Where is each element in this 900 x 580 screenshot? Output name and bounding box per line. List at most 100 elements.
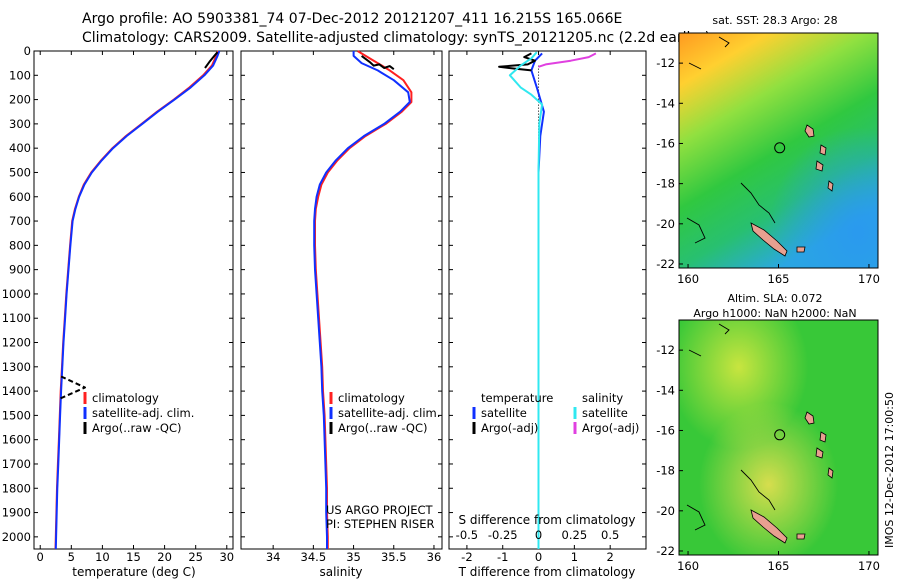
map-lat-label: -20	[656, 504, 675, 518]
temperature-legend: climatology satellite-adj. clim. Argo(..…	[83, 391, 194, 435]
s-difference-tick-label: 0.5	[601, 528, 619, 542]
temperature-lines	[54, 50, 221, 550]
s-difference-ticks: -0.5 -0.25 0 0.25 0.5	[456, 528, 620, 542]
depth-tick-label: 1600	[2, 433, 31, 447]
float-position-marker	[774, 142, 786, 154]
temperature-axes	[33, 50, 234, 550]
salinity-xlabel: salinity	[319, 565, 362, 579]
depth-tick-label: 1900	[2, 506, 31, 520]
difference-legend: temperature satellite Argo(-adj) salinit…	[472, 391, 639, 435]
temperature-xlabel: temperature (deg C)	[72, 565, 195, 579]
legend-label-climatology: climatology	[338, 391, 405, 405]
legend-header-temperature: temperature	[481, 391, 553, 405]
loyalty-island	[796, 533, 806, 540]
difference-xtick-label: 1	[571, 550, 578, 564]
depth-tick-label: 700	[9, 214, 31, 228]
footer-timestamp: IMOS 12-Dec-2012 17:00:50	[883, 392, 896, 548]
salinity-series-satellite-adj-clim	[313, 51, 411, 549]
temperature-series-argo-raw-qc	[204, 51, 219, 69]
legend-label-climatology: climatology	[92, 391, 159, 405]
map-lon-label: 160	[677, 559, 699, 573]
difference-xtick-label: 0	[535, 550, 542, 564]
salinity-ticks: 34 34.5 35 35.5 36	[241, 50, 442, 564]
salinity-xtick-label: 36	[427, 550, 442, 564]
vanuatu-island	[827, 467, 834, 479]
salinity-series-argo-raw-qc	[361, 55, 395, 70]
difference-xtick-label: -1	[497, 550, 508, 564]
vanuatu-island	[804, 411, 815, 425]
map-lat-label: -16	[656, 136, 675, 150]
project-annotation: US ARGO PROJECT	[326, 503, 434, 517]
vanuatu-island	[815, 160, 824, 172]
reef-outline	[740, 182, 776, 224]
difference-series-temperature-argo-adj	[498, 52, 536, 72]
header-line-2: Climatology: CARS2009. Satellite-adjuste…	[82, 30, 710, 46]
vanuatu-island	[827, 180, 834, 192]
reef-outline	[686, 504, 706, 531]
map-lat-label: -14	[656, 383, 675, 397]
coastline	[686, 323, 776, 531]
land-polygons	[750, 124, 834, 257]
reef-outline	[718, 323, 730, 335]
reef-outline	[688, 349, 702, 357]
salinity-panel: 34 34.5 35 35.5 36 climatology satellite-adj…	[240, 50, 443, 579]
temperature-series-satellite-adj-clim	[54, 50, 221, 550]
map-lon-label: 165	[768, 559, 790, 573]
depth-tick-label: 1200	[2, 336, 31, 350]
legend-label-satellite: satellite-adj. clim.	[92, 406, 194, 420]
depth-tick-label: 1700	[2, 457, 31, 471]
depth-tick-label: 1500	[2, 408, 31, 422]
sla-field	[679, 320, 878, 555]
legend-label-sal-satellite: satellite	[582, 406, 628, 420]
salinity-xtick-label: 34.5	[301, 550, 327, 564]
s-difference-label: S difference from climatology	[459, 513, 636, 527]
map-lon-label: 160	[677, 272, 699, 286]
depth-tick-label: 300	[9, 117, 31, 131]
map-lon-label: 170	[858, 272, 880, 286]
temperature-panel: 0100200300400500600700800900100011001200…	[2, 44, 234, 579]
sla-map: Altim. SLA: 0.072 Argo h1000: NaN h2000:…	[656, 292, 880, 573]
sst-map-ticks: 160 165 170 -12 -14 -16 -18 -20 -22	[656, 56, 880, 286]
vanuatu-island	[815, 447, 824, 459]
coastline	[686, 36, 776, 244]
temperature-xtick-label: 20	[157, 550, 172, 564]
loyalty-island	[796, 246, 806, 253]
map-lat-label: -18	[656, 177, 675, 191]
difference-xtick-label: 2	[607, 550, 614, 564]
s-difference-tick-label: 0	[535, 528, 542, 542]
difference-series-salinity-satellite	[508, 51, 544, 549]
difference-panel: -2 -1 0 1 2 temperature satellite Argo(-adj)…	[448, 50, 647, 579]
sla-map-title-1: Altim. SLA: 0.072	[727, 292, 822, 305]
salinity-lines	[313, 50, 413, 549]
vanuatu-island	[819, 144, 827, 156]
land-polygons	[750, 411, 834, 544]
difference-ticks: -2 -1 0 1 2	[449, 50, 646, 564]
depth-tick-label: 100	[9, 68, 31, 82]
reef-outline	[686, 217, 706, 244]
map-lat-label: -22	[656, 544, 675, 558]
depth-tick-label: 1300	[2, 360, 31, 374]
legend-label-argo: Argo(..raw -QC)	[92, 421, 182, 435]
depth-tick-label: 500	[9, 165, 31, 179]
map-lon-label: 170	[858, 559, 880, 573]
salinity-legend: climatology satellite-adj. clim. Argo(..…	[329, 391, 440, 435]
depth-tick-label: 0	[24, 44, 31, 58]
legend-label-temp-satellite: satellite	[481, 406, 527, 420]
legend-label-argo: Argo(..raw -QC)	[338, 421, 428, 435]
s-difference-tick-label: -0.25	[488, 528, 518, 542]
depth-tick-label: 1400	[2, 384, 31, 398]
map-lat-label: -20	[656, 217, 675, 231]
temperature-xtick-label: 15	[126, 550, 141, 564]
vanuatu-island	[819, 431, 827, 443]
new-caledonia-land	[750, 509, 788, 544]
depth-tick-label: 1000	[2, 287, 31, 301]
legend-label-temp-argo: Argo(-adj)	[481, 421, 538, 435]
depth-tick-label: 600	[9, 190, 31, 204]
map-lat-label: -12	[656, 56, 675, 70]
difference-series-salinity-argo-adj	[538, 52, 597, 68]
salinity-xtick-label: 35.5	[381, 550, 407, 564]
map-lon-label: 165	[768, 272, 790, 286]
map-lat-label: -16	[656, 423, 675, 437]
reef-outline	[688, 62, 702, 70]
temperature-xtick-label: 0	[37, 550, 44, 564]
